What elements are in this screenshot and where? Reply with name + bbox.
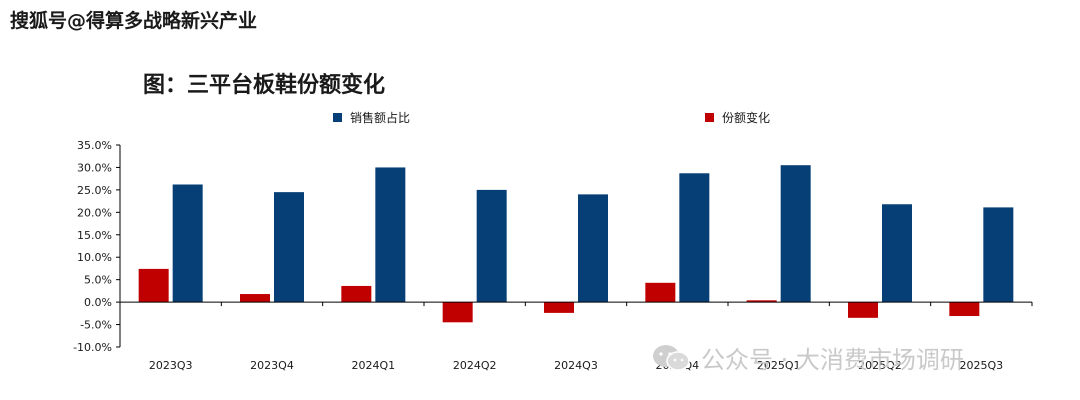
bar-share-change	[848, 302, 878, 318]
legend-label-share-change: 份额变化	[722, 110, 771, 125]
y-tick-label: 20.0%	[77, 206, 112, 219]
legend-item-sales-share: 销售额占比	[333, 108, 410, 126]
source-tag: 搜狐号@得算多战略新兴产业	[10, 10, 258, 32]
legend-label-sales-share: 销售额占比	[350, 110, 411, 125]
legend-swatch-share-change	[705, 112, 714, 122]
bar-sales-share	[172, 184, 203, 303]
y-tick-label: 5.0%	[84, 274, 112, 287]
bar-sales-share	[578, 194, 608, 303]
x-tick-label: 2024Q1	[352, 359, 396, 372]
bar-sales-share	[780, 165, 811, 303]
bar-share-change	[341, 285, 372, 303]
y-tick-label: 0.0%	[84, 296, 112, 309]
watermark: 公众号 · 大消费市场调研	[651, 340, 964, 375]
bar-share-change	[645, 282, 676, 303]
x-tick-label: 2024Q2	[453, 359, 497, 372]
y-tick-label: 25.0%	[77, 184, 112, 197]
y-tick-label: 10.0%	[77, 251, 112, 264]
y-tick-label: 15.0%	[77, 229, 112, 242]
bar-sales-share	[476, 189, 507, 303]
x-tick-label: 2025Q1	[757, 359, 801, 372]
y-tick-label: -10.0%	[73, 341, 112, 354]
x-tick-label: 2024Q3	[554, 359, 598, 372]
bar-sales-share	[274, 192, 304, 303]
bar-share-change	[949, 302, 980, 317]
watermark-text: 公众号 · 大消费市场调研	[701, 346, 964, 374]
y-tick-label: 35.0%	[77, 139, 112, 152]
x-tick-label: 2025Q2	[858, 359, 902, 372]
bar-share-change	[442, 302, 473, 323]
bar-share-change	[544, 302, 574, 313]
bar-sales-share	[375, 167, 406, 303]
bar-sales-share	[882, 204, 912, 303]
bar-sales-share	[679, 173, 710, 303]
bar-share-change	[746, 300, 777, 303]
chart-title: 图：三平台板鞋份额变化	[143, 73, 386, 98]
x-tick-label: 2023Q3	[149, 359, 193, 372]
y-tick-label: -5.0%	[80, 319, 112, 332]
bar-share-change	[138, 268, 169, 303]
bar-share-change	[240, 294, 270, 303]
wechat-icon	[651, 343, 693, 373]
bar-sales-share	[983, 207, 1014, 303]
x-tick-label: 2023Q4	[250, 359, 294, 372]
y-tick-label: 30.0%	[77, 161, 112, 174]
x-tick-label: 2025Q3	[960, 359, 1004, 372]
legend-item-share-change: 份额变化	[705, 108, 770, 126]
legend-swatch-sales-share	[333, 112, 342, 122]
